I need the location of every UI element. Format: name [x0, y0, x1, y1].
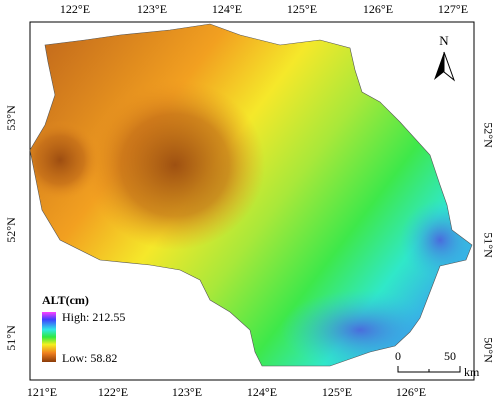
north-arrow: N [434, 33, 456, 82]
bottom-label: 123°E [172, 385, 202, 399]
scale-start: 0 [395, 349, 401, 363]
top-label: 124°E [212, 2, 242, 16]
north-label: N [439, 33, 449, 48]
scale-bar: 0 50 km [395, 349, 480, 379]
top-label: 125°E [287, 2, 317, 16]
left-label: 52°N [4, 217, 18, 243]
legend: ALT(cm) High: 212.55 Low: 58.82 [42, 293, 125, 365]
left-label: 51°N [4, 325, 18, 351]
bottom-label: 125°E [322, 385, 352, 399]
legend-ramp [42, 312, 56, 362]
right-label: 51°N [481, 232, 495, 258]
scale-end: 50 [444, 349, 456, 363]
graticule-labels: 122°E 123°E 124°E 125°E 126°E 127°E 121°E 122°E… [4, 2, 496, 399]
scale-unit: km [464, 365, 480, 379]
bottom-label: 121°E [27, 385, 57, 399]
map-frame [29, 21, 475, 381]
alt-raster [30, 24, 472, 366]
bottom-label: 126°E [396, 385, 426, 399]
top-label: 126°E [363, 2, 393, 16]
legend-low: Low: 58.82 [62, 351, 117, 365]
right-label: 52°N [481, 122, 495, 148]
top-label: 123°E [137, 2, 167, 16]
left-label: 53°N [4, 105, 18, 131]
legend-high: High: 212.55 [62, 310, 125, 324]
bottom-label: 122°E [98, 385, 128, 399]
legend-title: ALT(cm) [42, 293, 89, 307]
right-label: 50°N [481, 337, 495, 363]
top-label: 122°E [60, 2, 90, 16]
top-label: 127°E [438, 2, 468, 16]
bottom-label: 124°E [247, 385, 277, 399]
